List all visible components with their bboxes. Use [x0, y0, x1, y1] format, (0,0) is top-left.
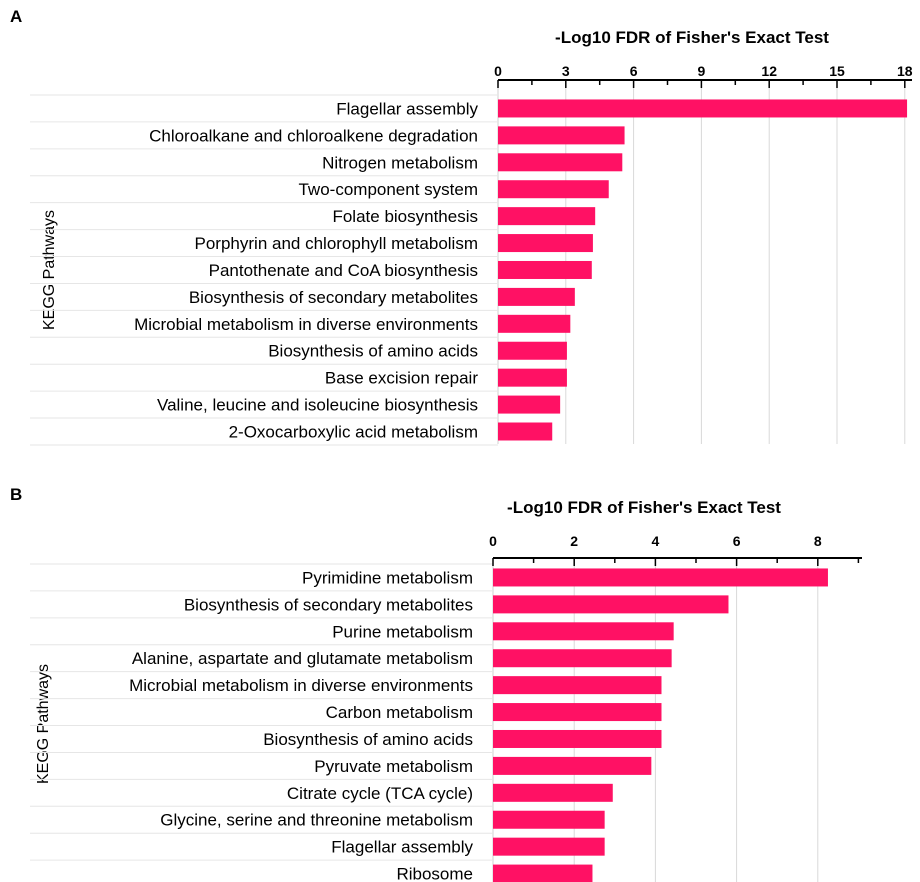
bar: [493, 810, 605, 829]
panel-a-row-lines: [30, 94, 498, 446]
panel-a-x-axis: 0 3 6 9 12 15 18: [494, 63, 913, 88]
category-label: Two-component system: [298, 180, 478, 199]
category-label: Folate biosynthesis: [332, 207, 478, 226]
tick-label: 12: [761, 63, 777, 79]
category-label: Pantothenate and CoA biosynthesis: [209, 261, 478, 280]
bar: [498, 180, 609, 199]
category-label: Base excision repair: [325, 369, 478, 388]
category-label: Ribosome: [396, 865, 473, 882]
category-label: Carbon metabolism: [326, 703, 473, 722]
tick-label: 9: [698, 63, 706, 79]
panel-a-bars: [498, 99, 908, 441]
bar: [498, 314, 571, 333]
category-label: Biosynthesis of secondary metabolites: [184, 595, 473, 614]
tick-label: 2: [570, 533, 578, 549]
bar: [493, 729, 662, 748]
category-label: Purine metabolism: [332, 622, 473, 641]
bar: [493, 837, 605, 856]
bar: [498, 234, 593, 253]
bar: [493, 649, 672, 668]
bar: [498, 341, 567, 360]
bar: [498, 153, 623, 172]
category-label: Biosynthesis of amino acids: [268, 342, 478, 361]
panel-b: B -Log10 FDR of Fisher's Exact Test KEGG…: [10, 485, 862, 882]
category-label: Microbial metabolism in diverse environm…: [129, 676, 473, 695]
bar: [493, 703, 662, 722]
panel-b-axis-title: -Log10 FDR of Fisher's Exact Test: [507, 498, 781, 517]
bar: [498, 422, 553, 441]
tick-label: 4: [652, 533, 660, 549]
category-label: Biosynthesis of secondary metabolites: [189, 288, 478, 307]
bar: [498, 287, 575, 306]
panel-b-x-axis: 0 2 4 6 8: [489, 533, 862, 566]
bar: [498, 99, 908, 118]
category-label: Biosynthesis of amino acids: [263, 730, 473, 749]
category-label: Glycine, serine and threonine metabolism: [160, 811, 473, 830]
tick-label: 8: [814, 533, 822, 549]
bar: [493, 864, 593, 882]
tick-label: 0: [494, 63, 502, 79]
panel-b-letter: B: [10, 485, 22, 504]
panel-b-row-lines: [30, 563, 493, 861]
category-label: Valine, leucine and isoleucine biosynthe…: [157, 396, 478, 415]
tick-label: 0: [489, 533, 497, 549]
tick-label: 15: [829, 63, 845, 79]
category-label: Flagellar assembly: [331, 838, 473, 857]
bar: [493, 622, 674, 641]
category-label: Microbial metabolism in diverse environm…: [134, 315, 478, 334]
bar: [498, 207, 596, 226]
category-label: 2-Oxocarboxylic acid metabolism: [229, 423, 478, 442]
panel-a-category-labels: Flagellar assembly Chloroalkane and chlor…: [134, 99, 478, 441]
bar: [493, 595, 729, 614]
panel-a-axis-title: -Log10 FDR of Fisher's Exact Test: [555, 28, 829, 47]
bar: [493, 676, 662, 695]
bar: [498, 126, 625, 145]
category-label: Pyruvate metabolism: [314, 757, 473, 776]
bar: [493, 756, 652, 775]
category-label: Porphyrin and chlorophyll metabolism: [195, 234, 478, 253]
tick-label: 3: [562, 63, 570, 79]
tick-label: 6: [733, 533, 741, 549]
bar: [498, 260, 592, 279]
category-label: Pyrimidine metabolism: [302, 568, 473, 587]
panel-a-y-axis-label: KEGG Pathways: [41, 210, 58, 330]
category-label: Nitrogen metabolism: [322, 153, 478, 172]
category-label: Citrate cycle (TCA cycle): [287, 784, 473, 803]
bar: [498, 368, 567, 387]
bar: [498, 395, 561, 414]
panel-a-letter: A: [10, 7, 22, 26]
bar: [493, 783, 613, 802]
category-label: Alanine, aspartate and glutamate metabol…: [132, 649, 473, 668]
panel-a: A -Log10 FDR of Fisher's Exact Test KEGG…: [10, 7, 913, 446]
bar: [493, 568, 828, 587]
panel-b-y-axis-label: KEGG Pathways: [35, 664, 52, 784]
tick-label: 6: [630, 63, 638, 79]
tick-label: 18: [897, 63, 913, 79]
panel-b-bars: [493, 568, 828, 882]
category-label: Flagellar assembly: [336, 99, 478, 118]
panel-b-category-labels: Pyrimidine metabolism Biosynthesis of sec…: [129, 568, 473, 882]
category-label: Chloroalkane and chloroalkene degradatio…: [149, 126, 478, 145]
